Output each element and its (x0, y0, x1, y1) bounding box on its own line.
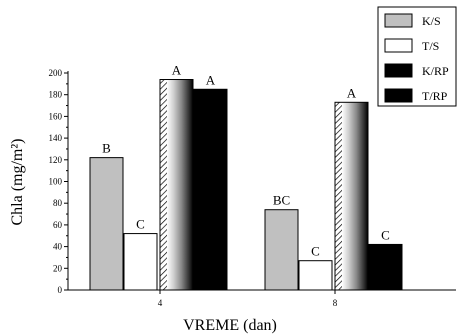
legend-label: T/S (422, 39, 439, 53)
bar-fill (342, 102, 368, 290)
legend-swatch (384, 13, 413, 28)
bar-hatch (335, 102, 342, 290)
bar-t-s-8 (298, 260, 333, 291)
y-tick-label: 160 (49, 111, 63, 121)
bar-k-rp-4 (159, 79, 194, 291)
legend-swatch (384, 63, 413, 78)
bar-t-rp-4 (193, 88, 228, 291)
y-tick-label: 180 (49, 90, 63, 100)
significance-letter: BC (273, 193, 290, 208)
bar-k-s-4 (89, 157, 124, 291)
y-tick-label: 120 (49, 155, 63, 165)
bar-t-rp-8 (368, 243, 403, 291)
x-tick-label: 8 (333, 298, 338, 308)
bars (89, 79, 403, 291)
legend: K/S T/S K/RP T/RP (377, 6, 457, 107)
legend-label: K/RP (422, 64, 449, 78)
bar-t-s-4 (123, 233, 158, 291)
significance-letter: A (172, 63, 182, 78)
significance-letter: C (136, 217, 145, 232)
y-tick-label: 140 (49, 133, 63, 143)
y-axis-title: Chla (mg/m²) (9, 138, 26, 225)
bar-fill (167, 79, 193, 290)
legend-label: K/S (422, 14, 441, 28)
y-tick-label: 200 (49, 68, 63, 78)
significance-letter: C (381, 227, 390, 242)
x-tick-label: 4 (158, 298, 163, 308)
x-axis-title: VREME (dan) (183, 317, 277, 334)
significance-letter: C (311, 244, 320, 259)
y-tick-label: 20 (53, 263, 63, 273)
legend-swatch (384, 88, 413, 103)
significance-letter: B (102, 141, 111, 156)
significance-letter: A (206, 72, 216, 87)
y-tick-label: 100 (49, 177, 63, 187)
y-tick-label: 80 (53, 198, 63, 208)
bar-hatch (160, 79, 167, 290)
significance-letter: A (347, 85, 357, 100)
bar-k-rp-8 (334, 101, 369, 291)
y-tick-label: 40 (53, 242, 63, 252)
legend-label: T/RP (422, 89, 448, 103)
legend-swatch (384, 38, 413, 53)
bar-k-s-8 (264, 209, 299, 291)
y-tick-label: 0 (58, 285, 63, 295)
y-tick-label: 60 (53, 220, 63, 230)
